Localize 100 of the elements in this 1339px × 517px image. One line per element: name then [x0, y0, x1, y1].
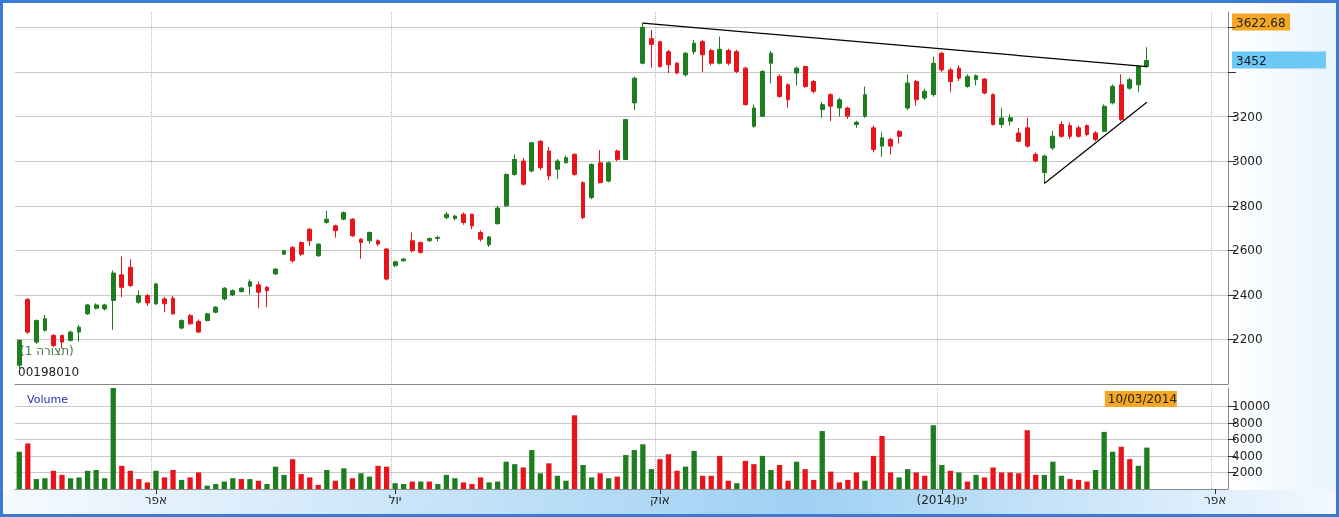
bar	[768, 469, 774, 489]
candlestick	[640, 22, 645, 65]
candlestick	[948, 67, 953, 93]
candlestick	[658, 40, 662, 69]
bar	[477, 477, 484, 489]
bar	[187, 477, 193, 489]
candlestick	[43, 314, 47, 333]
bar	[588, 477, 595, 489]
bar	[759, 455, 766, 489]
candlestick	[589, 162, 594, 200]
y-tick-label: 3200	[1232, 109, 1263, 124]
bar	[298, 474, 304, 489]
candlestick	[453, 214, 457, 221]
candlestick	[1144, 46, 1149, 69]
x-tick-label: אוק	[650, 493, 670, 507]
candlestick	[1085, 123, 1089, 137]
candlestick	[1110, 83, 1115, 105]
bar	[665, 454, 672, 489]
candlestick	[1119, 73, 1124, 122]
candlestick	[410, 232, 415, 254]
candlestick	[845, 106, 850, 120]
candlestick	[504, 173, 509, 208]
bar	[110, 388, 116, 489]
bar	[1118, 446, 1124, 489]
bar	[973, 474, 979, 489]
bar	[529, 450, 535, 489]
x-tick-label: ינו(2014)	[916, 493, 968, 507]
candlestick	[384, 247, 389, 281]
bar	[998, 472, 1005, 489]
bar	[272, 466, 279, 489]
candlestick	[1102, 103, 1107, 133]
annotation: 10/03/2014	[1107, 392, 1178, 406]
bar	[1084, 481, 1090, 489]
candlestick	[905, 73, 910, 111]
bar	[1024, 430, 1030, 489]
bar	[1033, 474, 1039, 489]
candlestick	[1127, 77, 1132, 91]
bar	[947, 470, 954, 489]
candlestick	[734, 49, 739, 74]
candlestick	[119, 255, 124, 298]
text: 3622.68	[1236, 15, 1286, 30]
bar	[409, 481, 415, 489]
candlestick	[794, 66, 799, 87]
bar	[33, 479, 39, 489]
candlestick	[111, 269, 116, 331]
bar	[896, 477, 902, 489]
candlestick	[743, 66, 748, 107]
candlestick	[154, 282, 158, 306]
candlestick	[777, 73, 782, 99]
bar	[178, 479, 185, 489]
candlestick	[837, 97, 842, 118]
bar	[324, 469, 330, 489]
bar	[255, 480, 262, 489]
bar	[1127, 459, 1133, 489]
bar	[981, 477, 988, 489]
bar	[264, 484, 270, 489]
candlestick	[136, 289, 141, 305]
y-tick-label: 2600	[1232, 243, 1263, 258]
bar	[1007, 472, 1013, 489]
candlestick	[717, 36, 722, 65]
candlestick	[470, 213, 474, 230]
bar	[1144, 447, 1150, 489]
bar	[682, 466, 689, 489]
text: 3452	[1236, 53, 1267, 68]
candlestick	[145, 293, 150, 307]
candlestick	[333, 224, 338, 239]
bar	[597, 473, 603, 489]
candlestick	[376, 238, 380, 247]
candlestick	[939, 51, 944, 73]
bar	[1050, 461, 1056, 489]
bar	[161, 477, 168, 489]
y-tick-label: 2400	[1232, 287, 1263, 302]
bar	[247, 479, 253, 489]
candlestick	[957, 64, 961, 82]
candlestick	[393, 260, 398, 268]
bar	[828, 471, 834, 489]
bar	[230, 478, 236, 489]
bar	[435, 484, 441, 489]
bar	[375, 465, 381, 489]
candlestick	[564, 155, 568, 164]
candlestick	[666, 49, 671, 74]
bar	[717, 455, 723, 489]
candlestick	[487, 235, 491, 248]
bar	[956, 472, 962, 489]
bar	[657, 459, 663, 489]
candlestick	[828, 92, 833, 122]
bar	[469, 484, 475, 489]
candlestick	[324, 210, 329, 225]
candlestick	[863, 86, 867, 119]
candlestick	[1025, 117, 1030, 149]
candlestick	[222, 286, 227, 301]
candlestick	[1033, 151, 1038, 163]
bar	[1110, 451, 1116, 489]
bar	[119, 465, 125, 489]
candlestick	[68, 330, 73, 343]
bar	[102, 478, 108, 489]
bar	[640, 444, 646, 489]
candlestick	[880, 131, 884, 158]
bar	[503, 461, 509, 489]
bar	[401, 484, 407, 489]
